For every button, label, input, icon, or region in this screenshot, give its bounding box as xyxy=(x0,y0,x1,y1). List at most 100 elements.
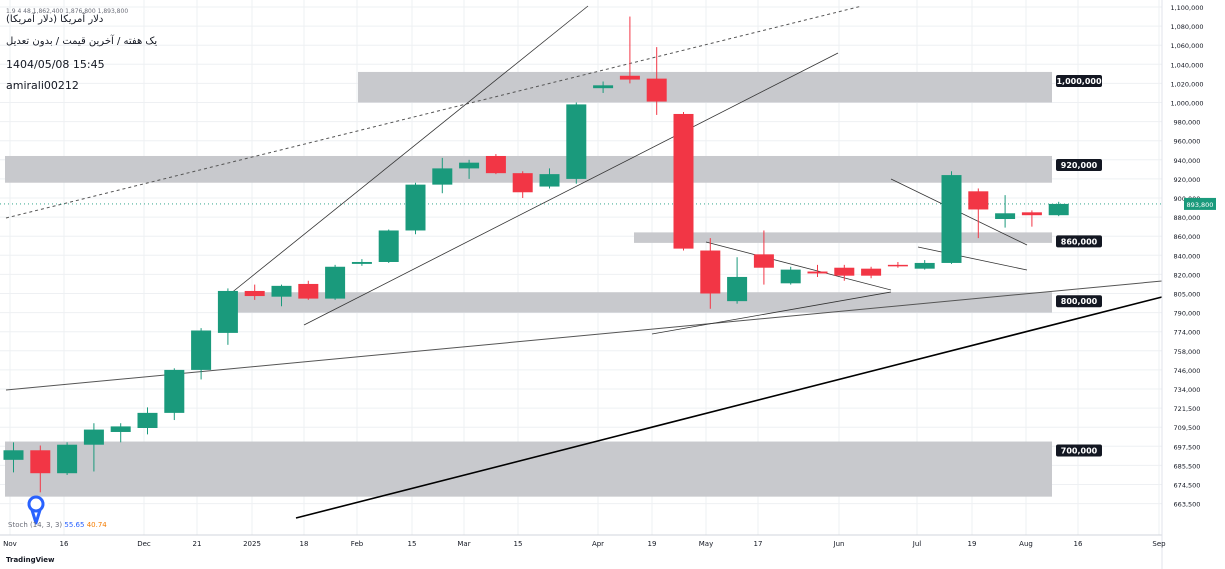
price-tick-label: 758,000 xyxy=(1174,348,1201,356)
candle xyxy=(298,280,319,300)
price-tick-label: 840,000 xyxy=(1174,252,1201,260)
candle-body xyxy=(700,250,721,294)
price-tick-label: 960,000 xyxy=(1174,138,1201,146)
time-tick-label: 15 xyxy=(514,540,523,548)
zone-label: 920,000 xyxy=(1056,158,1102,171)
candle-body xyxy=(1048,203,1069,216)
candle xyxy=(539,168,560,189)
candle xyxy=(325,264,346,300)
candle xyxy=(378,229,399,263)
candle-body xyxy=(110,426,131,432)
candle xyxy=(700,238,721,309)
time-tick-label: Jun xyxy=(833,540,845,548)
time-tick-label: 17 xyxy=(754,540,763,548)
time-tick-label: Dec xyxy=(137,540,151,548)
candle-body xyxy=(512,173,533,193)
trend-line xyxy=(5,280,1163,391)
zone-label-text: 1,000,000 xyxy=(1056,77,1101,86)
candle xyxy=(941,171,962,264)
last-price-badge-bg xyxy=(1184,197,1216,210)
candle-body xyxy=(459,162,480,169)
candle xyxy=(780,266,801,285)
trend-line xyxy=(705,241,892,291)
candle xyxy=(1021,210,1042,227)
candle xyxy=(619,16,640,84)
candle-body xyxy=(298,283,319,299)
zone-label-text: 700,000 xyxy=(1061,447,1098,456)
candle xyxy=(995,195,1016,228)
candle xyxy=(485,154,506,175)
time-tick-label: 18 xyxy=(300,540,309,548)
time-tick-label: 19 xyxy=(648,540,657,548)
price-tick-label: 820,000 xyxy=(1174,271,1201,279)
price-tick-label: 774,000 xyxy=(1174,329,1201,337)
price-tick-label: 1,020,000 xyxy=(1170,80,1203,88)
candle-body xyxy=(57,444,78,474)
price-tick-label: 721,500 xyxy=(1174,405,1201,413)
candle-body xyxy=(619,75,640,80)
price-tick-label: 940,000 xyxy=(1174,157,1201,165)
zone-rect xyxy=(358,71,1052,103)
candle-body xyxy=(271,285,292,297)
trend-line xyxy=(303,52,839,326)
chart-author: amirali00212 xyxy=(6,79,79,92)
zone-label: 800,000 xyxy=(1056,295,1102,308)
price-tick-label: 805,000 xyxy=(1174,291,1201,299)
candle-body xyxy=(191,330,212,370)
candle xyxy=(271,284,292,307)
candle xyxy=(753,230,774,285)
price-tick-label: 1,080,000 xyxy=(1170,23,1203,31)
stoch-indicator[interactable]: Stoch (14, 3, 3) 55.65 40.74 xyxy=(8,521,107,529)
candle-body xyxy=(485,155,506,174)
candle xyxy=(646,47,667,115)
candle-body xyxy=(164,369,185,413)
trend-line xyxy=(917,246,1028,271)
candle-body xyxy=(887,264,908,267)
candle-body xyxy=(1021,212,1042,216)
zone-label-text: 920,000 xyxy=(1061,161,1098,170)
zone-label-bg xyxy=(1056,235,1102,248)
candle xyxy=(566,102,587,184)
time-tick-label: 21 xyxy=(193,540,202,548)
tradingview-logo: TradingView xyxy=(6,556,55,564)
price-tick-label: 860,000 xyxy=(1174,233,1201,241)
candle-body xyxy=(351,261,372,264)
candle xyxy=(807,264,828,277)
price-tick-label: 980,000 xyxy=(1174,119,1201,127)
candle xyxy=(191,328,212,380)
price-tick-label: 1,040,000 xyxy=(1170,61,1203,69)
ohlc-readout: 1.9 4 48 1,862,400 1,876,800 1,893,800 xyxy=(6,8,129,15)
candle-body xyxy=(244,290,265,297)
candle-body xyxy=(995,213,1016,220)
time-tick-label: Sep xyxy=(1152,540,1166,548)
symbol-title: دلار آمریکا (دلار آمریکا) xyxy=(6,14,104,25)
price-tick-label: 1,060,000 xyxy=(1170,42,1203,50)
last-price-badge: 893,800 xyxy=(1184,197,1216,210)
candle xyxy=(593,81,614,93)
candle-body xyxy=(673,113,694,249)
price-tick-label: 920,000 xyxy=(1174,176,1201,184)
last-price-text: 893,800 xyxy=(1187,201,1214,209)
candle xyxy=(30,445,51,493)
trend-line xyxy=(224,5,589,299)
candle xyxy=(1048,201,1069,217)
candle xyxy=(727,257,748,304)
time-tick-label: Nov xyxy=(3,540,17,548)
candle xyxy=(834,264,855,281)
price-tick-label: 663,500 xyxy=(1174,501,1201,509)
zone-label-text: 800,000 xyxy=(1061,297,1098,306)
time-tick-label: 16 xyxy=(1074,540,1083,548)
candle-body xyxy=(780,269,801,284)
price-tick-label: 1,000,000 xyxy=(1170,100,1203,108)
candle-body xyxy=(753,254,774,268)
candle-body xyxy=(378,230,399,262)
candle xyxy=(137,407,158,435)
time-tick-label: 16 xyxy=(60,540,69,548)
candle-body xyxy=(325,266,346,299)
zone-label-bg xyxy=(1056,444,1102,457)
price-tick-label: 685,500 xyxy=(1174,462,1201,470)
time-tick-label: Apr xyxy=(592,540,604,548)
trend-line xyxy=(295,296,1163,519)
support-resistance-zones xyxy=(5,71,1052,497)
